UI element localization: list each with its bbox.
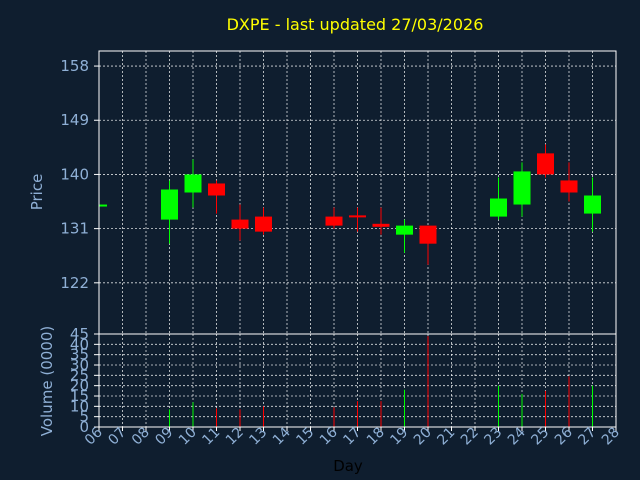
candle-body bbox=[537, 153, 554, 175]
day-tick-label: 10 bbox=[176, 425, 200, 449]
day-tick-label: 11 bbox=[199, 425, 223, 449]
day-tick-label: 13 bbox=[246, 425, 270, 449]
day-tick-label: 20 bbox=[411, 425, 435, 449]
candle-body bbox=[372, 223, 390, 227]
candle-body bbox=[560, 180, 578, 193]
volume-tick-label: 30 bbox=[70, 356, 89, 374]
candle-body bbox=[584, 195, 601, 214]
volume-tick-label: 25 bbox=[70, 366, 89, 384]
volume-tick-label: 10 bbox=[70, 397, 89, 415]
day-tick-label: 22 bbox=[458, 425, 482, 449]
candle-body bbox=[255, 216, 272, 232]
day-tick-label: 16 bbox=[317, 424, 341, 448]
price-tick-label: 149 bbox=[60, 111, 89, 129]
day-tick-label: 08 bbox=[129, 425, 153, 449]
candle-body bbox=[349, 215, 366, 218]
volume-tick-label: 0 bbox=[79, 418, 89, 436]
volume-tick-label: 45 bbox=[70, 325, 89, 343]
candle-body bbox=[419, 225, 437, 244]
volume-tick-label: 20 bbox=[70, 377, 89, 395]
price-tick-label: 140 bbox=[60, 165, 89, 183]
price-tick-label: 158 bbox=[60, 57, 89, 75]
price-tick-label: 131 bbox=[60, 220, 89, 238]
day-tick-label: 18 bbox=[364, 425, 388, 449]
candle-body bbox=[99, 204, 107, 207]
day-tick-label: 14 bbox=[270, 424, 294, 448]
volume-tick-label: 35 bbox=[70, 346, 89, 364]
day-tick-label: 15 bbox=[293, 425, 317, 449]
candle-body bbox=[161, 189, 178, 220]
day-tick-label: 09 bbox=[152, 425, 176, 449]
day-tick-label: 19 bbox=[387, 425, 411, 449]
volume-tick-label: 5 bbox=[79, 408, 89, 426]
chart-title: DXPE - last updated 27/03/2026 bbox=[227, 15, 484, 34]
day-tick-label: 26 bbox=[552, 424, 576, 448]
candle-body bbox=[231, 219, 249, 229]
candle-body bbox=[490, 198, 507, 217]
day-axis: 06 07 08 09 10 11 12 13 14 15 16 17 18 19 20 21 22 23 24 25… bbox=[82, 424, 623, 448]
volume-axis-label: Volume (0000) bbox=[38, 326, 56, 436]
candle-body bbox=[513, 171, 531, 205]
candle-body bbox=[396, 225, 413, 235]
price-tick-label: 122 bbox=[60, 274, 89, 292]
day-tick-label: 24 bbox=[505, 424, 529, 448]
volume-tick-label: 15 bbox=[70, 387, 89, 405]
day-tick-label: 25 bbox=[528, 425, 552, 449]
candle-body bbox=[184, 174, 202, 193]
day-tick-label: 21 bbox=[434, 425, 458, 449]
day-tick-label: 27 bbox=[575, 425, 599, 449]
price-axis: 122 131 140 149 158 bbox=[60, 57, 99, 292]
day-tick-label: 07 bbox=[105, 425, 129, 449]
volume-bars bbox=[169, 336, 593, 427]
day-tick-label: 17 bbox=[340, 425, 364, 449]
candle-body bbox=[325, 216, 343, 226]
day-tick-label: 28 bbox=[599, 425, 623, 449]
day-tick-label: 12 bbox=[223, 425, 247, 449]
candle-body bbox=[208, 183, 225, 196]
price-candles bbox=[99, 144, 601, 265]
volume-tick-label: 40 bbox=[70, 335, 89, 353]
day-tick-label: 23 bbox=[481, 425, 505, 449]
price-axis-label: Price bbox=[28, 174, 46, 211]
day-axis-label: Day bbox=[333, 457, 363, 475]
